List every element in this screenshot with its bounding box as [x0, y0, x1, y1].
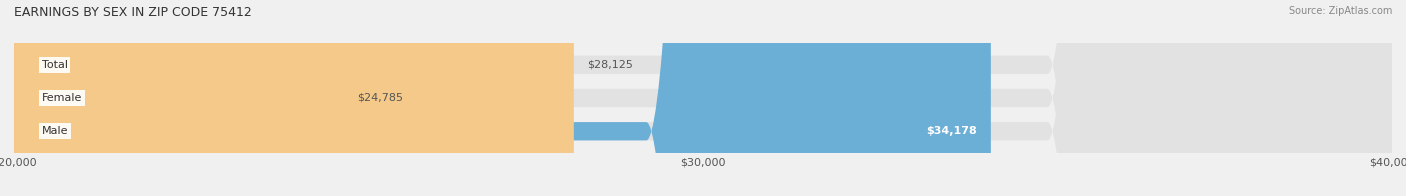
Text: $24,785: $24,785 [357, 93, 404, 103]
Text: Source: ZipAtlas.com: Source: ZipAtlas.com [1288, 6, 1392, 16]
FancyBboxPatch shape [14, 0, 574, 196]
Text: Male: Male [42, 126, 67, 136]
Text: $34,178: $34,178 [927, 126, 977, 136]
FancyBboxPatch shape [14, 0, 1392, 196]
FancyBboxPatch shape [14, 0, 991, 196]
Text: Female: Female [42, 93, 82, 103]
Text: Total: Total [42, 60, 67, 70]
FancyBboxPatch shape [14, 0, 1392, 196]
Text: EARNINGS BY SEX IN ZIP CODE 75412: EARNINGS BY SEX IN ZIP CODE 75412 [14, 6, 252, 19]
Text: $28,125: $28,125 [588, 60, 634, 70]
FancyBboxPatch shape [0, 0, 359, 196]
FancyBboxPatch shape [14, 0, 1392, 196]
